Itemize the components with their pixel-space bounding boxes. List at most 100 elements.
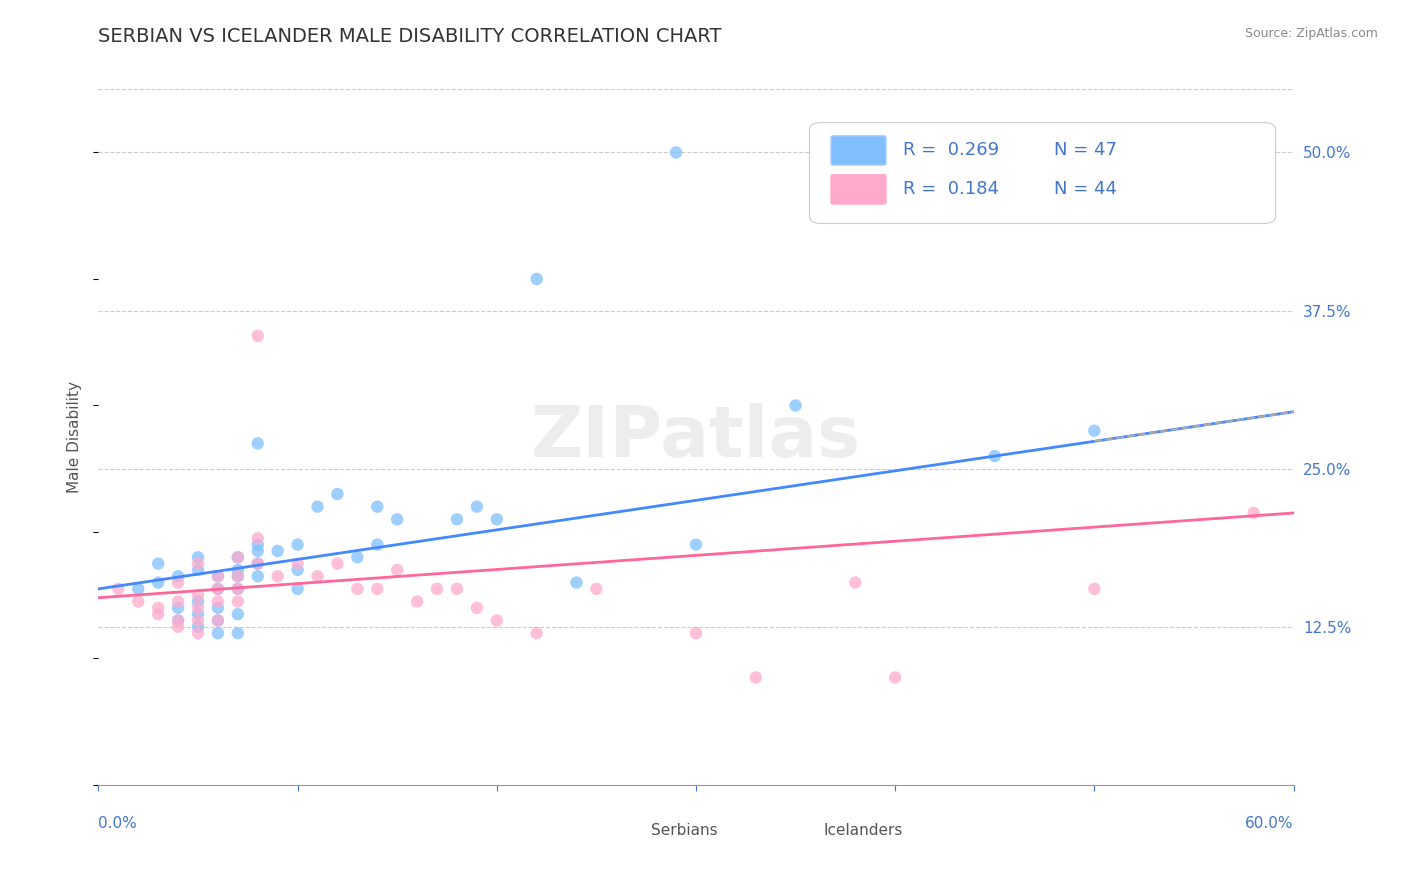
Point: [187, 626, 209, 640]
Point: [246, 436, 269, 450]
Point: [167, 569, 190, 583]
Point: [385, 563, 409, 577]
Point: [1083, 424, 1105, 438]
Point: [585, 582, 607, 596]
Point: [465, 600, 488, 615]
Point: [148, 607, 170, 622]
Point: [246, 557, 269, 571]
Point: [465, 500, 488, 514]
Point: [526, 626, 548, 640]
Text: SERBIAN VS ICELANDER MALE DISABILITY CORRELATION CHART: SERBIAN VS ICELANDER MALE DISABILITY COR…: [98, 27, 721, 45]
Point: [246, 569, 269, 583]
Y-axis label: Male Disability: Male Disability: [67, 381, 83, 493]
Point: [207, 582, 229, 596]
Point: [366, 582, 388, 596]
Point: [207, 614, 229, 628]
Point: [267, 569, 290, 583]
Point: [187, 614, 209, 628]
Point: [187, 557, 209, 571]
Point: [246, 329, 269, 343]
Point: [207, 614, 229, 628]
Point: [246, 538, 269, 552]
Point: [346, 550, 368, 565]
Text: R =  0.269: R = 0.269: [903, 141, 998, 159]
Point: [287, 557, 309, 571]
Text: ZIPatlas: ZIPatlas: [531, 402, 860, 472]
Point: [485, 614, 508, 628]
Point: [884, 670, 907, 684]
Point: [207, 626, 229, 640]
Point: [226, 550, 249, 565]
Point: [167, 614, 190, 628]
Text: Source: ZipAtlas.com: Source: ZipAtlas.com: [1244, 27, 1378, 40]
FancyBboxPatch shape: [810, 122, 1275, 224]
Point: [246, 531, 269, 545]
Point: [187, 607, 209, 622]
Point: [385, 512, 409, 526]
Point: [207, 594, 229, 608]
Point: [745, 670, 768, 684]
Point: [1083, 582, 1105, 596]
Point: [167, 614, 190, 628]
Point: [187, 563, 209, 577]
Point: [287, 563, 309, 577]
Point: [426, 582, 449, 596]
Point: [207, 600, 229, 615]
Point: [207, 569, 229, 583]
Text: N = 47: N = 47: [1054, 141, 1118, 159]
Point: [366, 538, 388, 552]
Point: [148, 557, 170, 571]
Point: [685, 626, 707, 640]
Point: [148, 575, 170, 590]
Point: [665, 145, 688, 160]
Point: [127, 594, 149, 608]
Point: [366, 500, 388, 514]
Point: [785, 399, 807, 413]
Point: [287, 582, 309, 596]
Point: [187, 600, 209, 615]
Point: [844, 575, 866, 590]
Point: [226, 626, 249, 640]
Point: [207, 569, 229, 583]
Point: [267, 544, 290, 558]
Point: [187, 588, 209, 602]
Point: [226, 594, 249, 608]
Point: [287, 538, 309, 552]
Point: [406, 594, 429, 608]
Point: [984, 449, 1007, 463]
FancyBboxPatch shape: [598, 820, 641, 840]
Point: [187, 620, 209, 634]
Text: N = 44: N = 44: [1054, 179, 1118, 198]
Text: 0.0%: 0.0%: [98, 816, 138, 831]
Point: [127, 582, 149, 596]
FancyBboxPatch shape: [772, 820, 814, 840]
Point: [226, 563, 249, 577]
Point: [307, 500, 329, 514]
Point: [167, 600, 190, 615]
Point: [1243, 506, 1265, 520]
Point: [446, 512, 468, 526]
FancyBboxPatch shape: [831, 136, 886, 165]
Point: [107, 582, 129, 596]
FancyBboxPatch shape: [831, 175, 886, 204]
Point: [446, 582, 468, 596]
Point: [167, 620, 190, 634]
Point: [226, 569, 249, 583]
Point: [246, 557, 269, 571]
Point: [226, 550, 249, 565]
Point: [167, 594, 190, 608]
Point: [226, 582, 249, 596]
Point: [326, 487, 349, 501]
Point: [246, 544, 269, 558]
Point: [226, 607, 249, 622]
Text: Serbians: Serbians: [651, 822, 717, 838]
Point: [346, 582, 368, 596]
Point: [226, 569, 249, 583]
Point: [226, 582, 249, 596]
Point: [187, 550, 209, 565]
Text: 60.0%: 60.0%: [1246, 816, 1294, 831]
Point: [565, 575, 588, 590]
Point: [307, 569, 329, 583]
Point: [326, 557, 349, 571]
Point: [526, 272, 548, 286]
